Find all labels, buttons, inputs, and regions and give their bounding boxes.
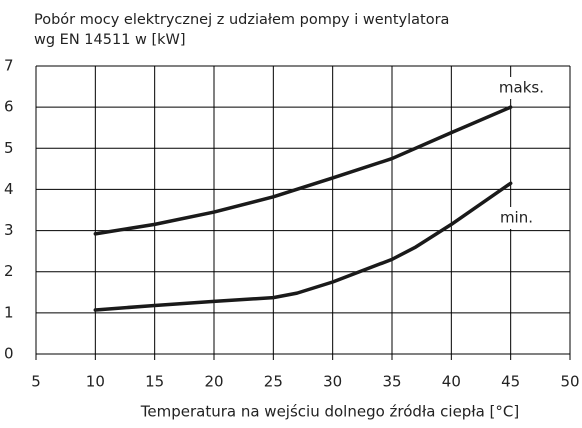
line-series — [93, 181, 513, 312]
series-label: maks. — [499, 79, 544, 97]
x-tick-label: 30 — [323, 373, 342, 391]
x-tick-label: 50 — [560, 373, 579, 391]
y-tick-label: 4 — [4, 180, 14, 198]
x-tick-label: 40 — [442, 373, 461, 391]
y-tick-label: 6 — [4, 98, 14, 116]
y-tick-label: 5 — [4, 139, 14, 157]
x-tick-label: 15 — [145, 373, 164, 391]
y-tick-label: 7 — [4, 57, 14, 75]
x-axis-label: Temperatura na wejściu dolnego źródła ci… — [140, 403, 519, 421]
x-tick-label: 5 — [31, 373, 41, 391]
y-tick-label: 3 — [4, 221, 14, 239]
y-tick-label: 1 — [4, 303, 14, 321]
x-tick-label: 25 — [264, 373, 283, 391]
series-label: min. — [500, 209, 533, 227]
chart-title: wg EN 14511 w [kW] — [34, 32, 186, 48]
line-series — [93, 105, 513, 236]
y-tick-label: 0 — [4, 345, 14, 363]
y-tick-label: 2 — [4, 262, 14, 280]
chart-title: Pobór mocy elektrycznej z udziałem pompy… — [34, 12, 449, 28]
label-background — [502, 77, 546, 99]
x-tick-label: 10 — [86, 373, 105, 391]
x-tick-label: 35 — [382, 373, 401, 391]
x-tick-label: 45 — [501, 373, 520, 391]
x-tick-label: 20 — [204, 373, 223, 391]
label-background — [491, 207, 535, 229]
